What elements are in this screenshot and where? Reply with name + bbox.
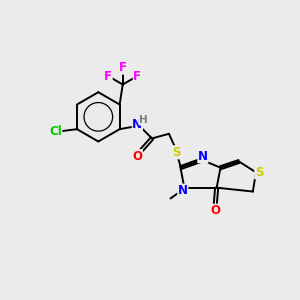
Text: F: F [119,61,127,74]
Text: S: S [172,146,181,159]
Text: O: O [210,204,220,217]
Text: N: N [198,150,208,163]
Text: N: N [178,184,188,197]
Text: O: O [132,150,142,163]
Text: F: F [134,70,141,83]
Text: N: N [132,118,142,131]
Text: S: S [255,166,263,179]
Text: H: H [139,115,148,125]
Text: Cl: Cl [49,125,62,138]
Text: F: F [104,70,112,83]
